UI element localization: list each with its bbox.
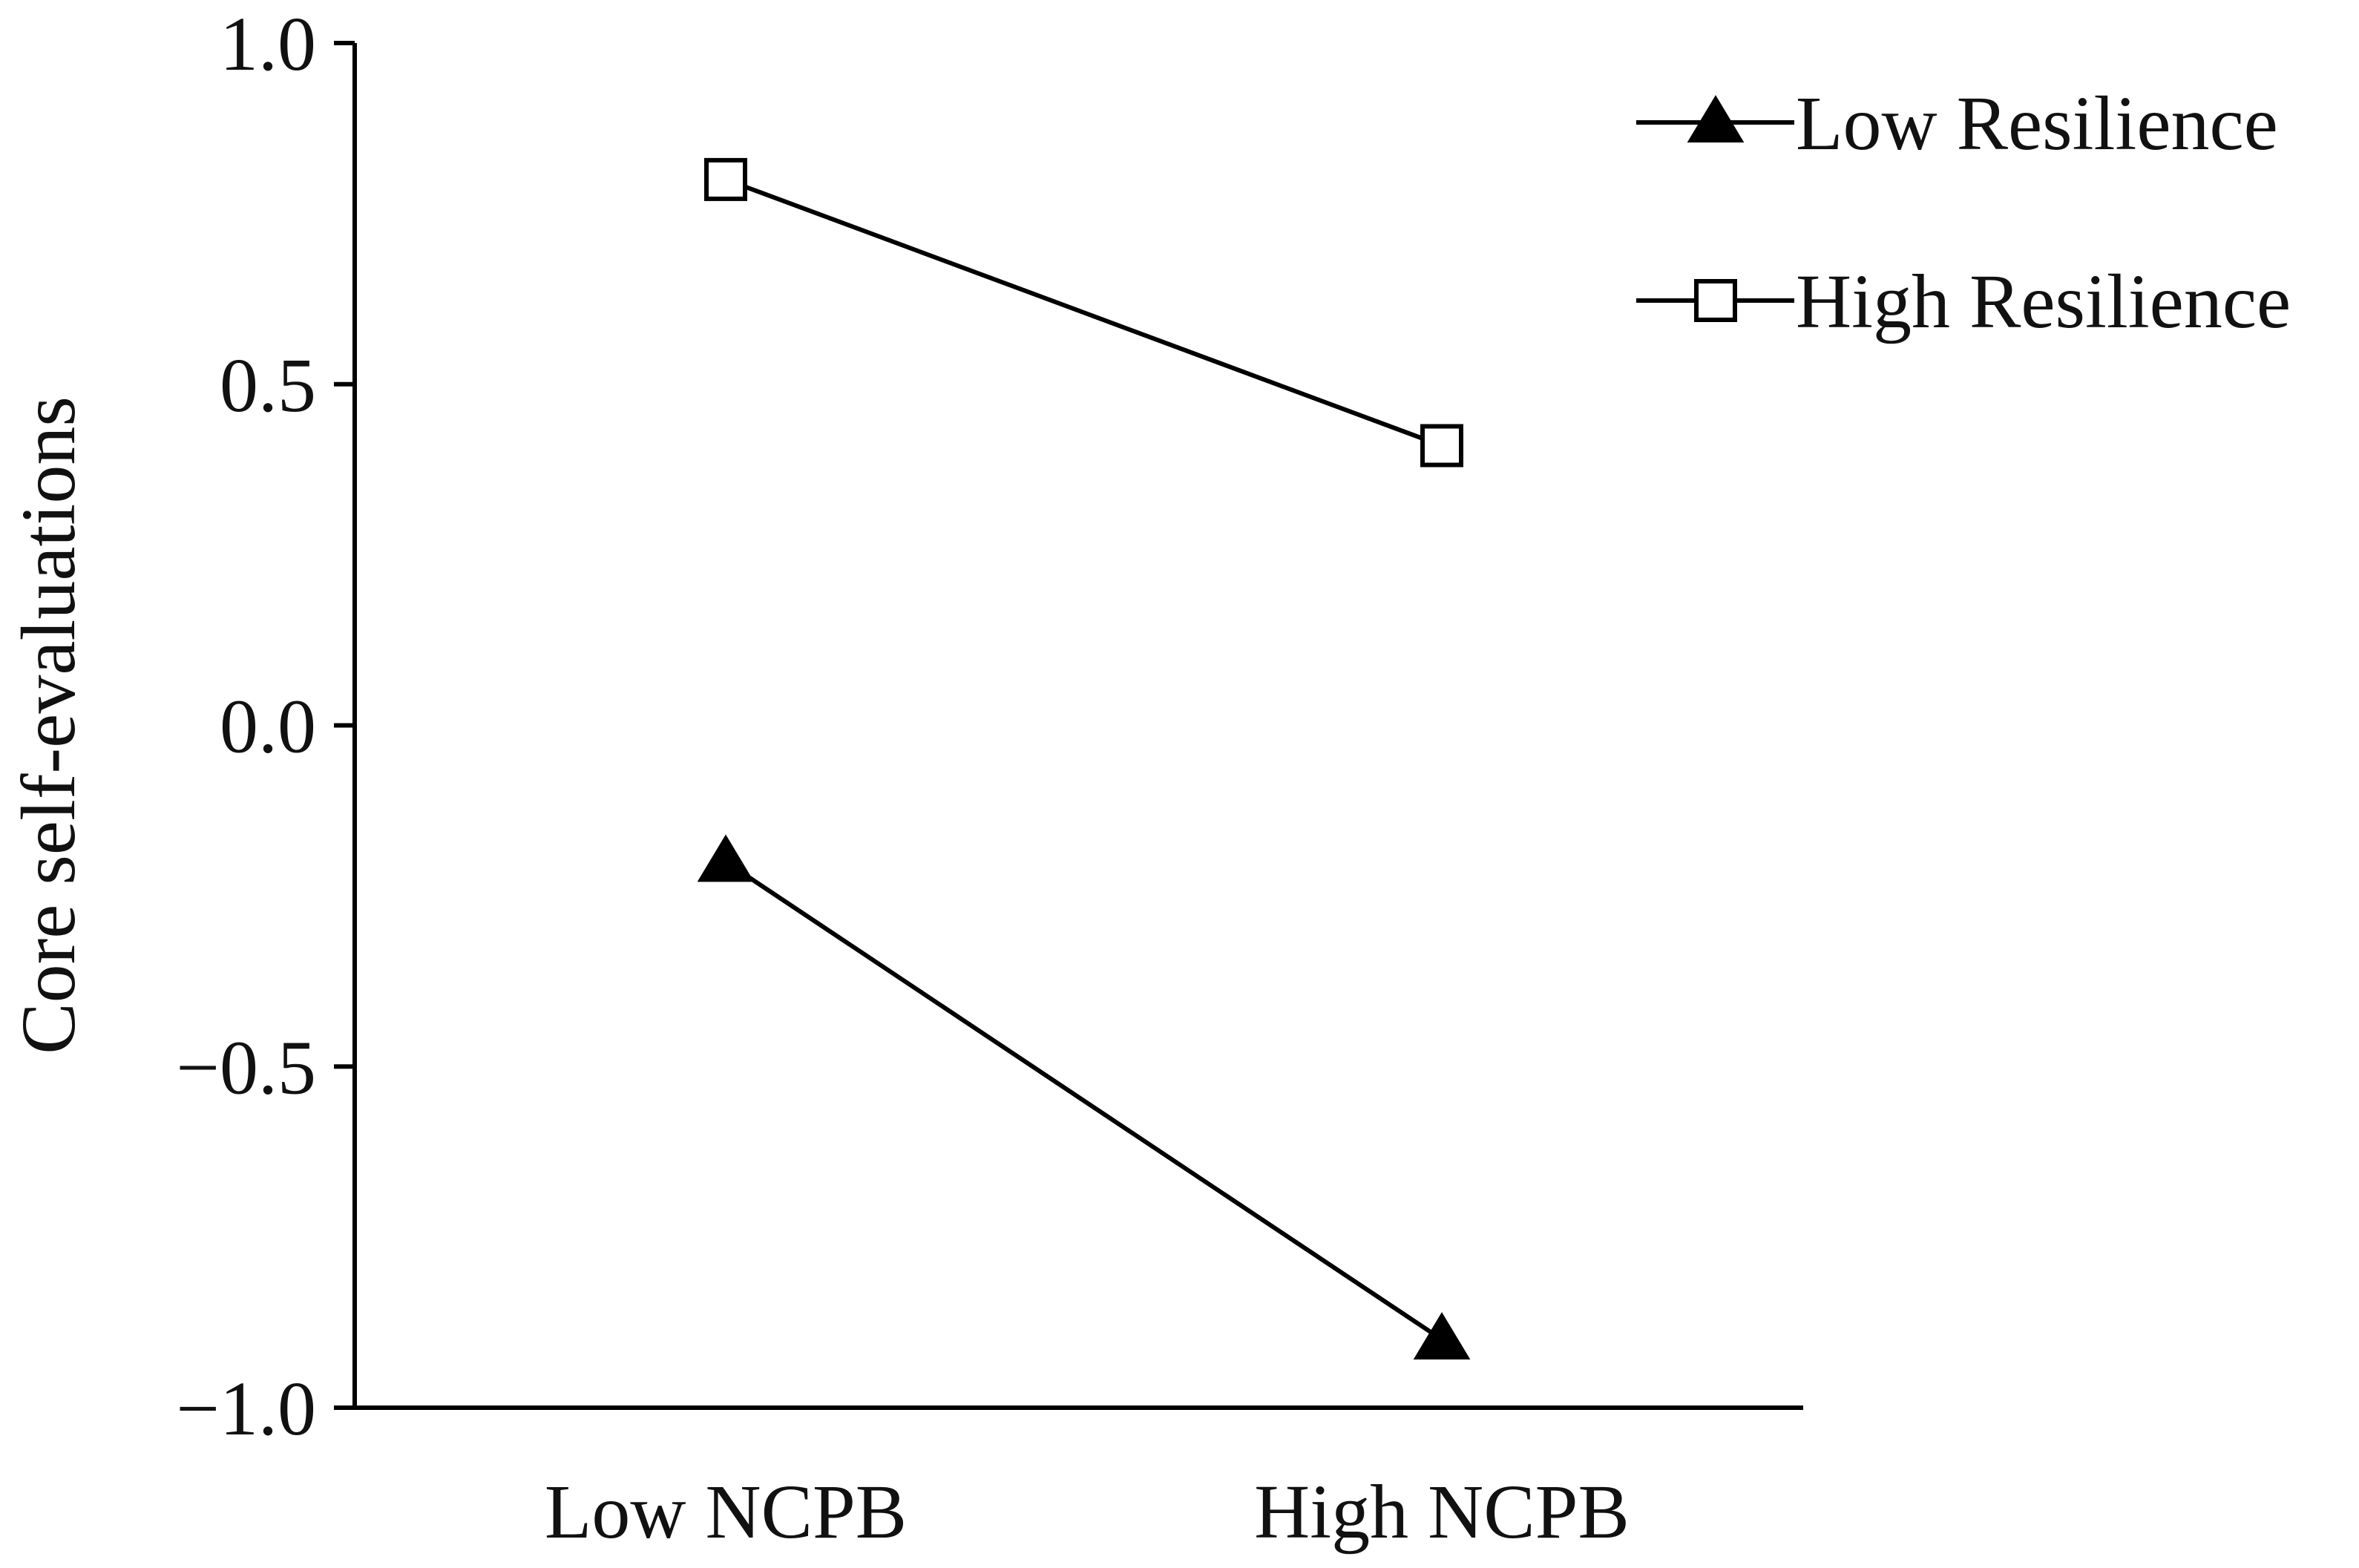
legend-marker [1687, 95, 1745, 142]
legend-marker [1694, 279, 1737, 322]
series-line [724, 859, 1443, 1342]
legend-entry: High Resilience [1636, 259, 2291, 344]
data-point [1413, 1312, 1471, 1360]
y-tick-label: 1.0 [220, 1, 316, 87]
series-low-resilience [697, 834, 1471, 1360]
x-tick-label: High NCPB [1254, 1469, 1630, 1555]
y-axis-title: Core self-evaluations [6, 396, 91, 1054]
x-ticks: Low NCPB High NCPB [545, 1469, 1630, 1555]
data-point [704, 157, 747, 201]
series-high-resilience [704, 157, 1463, 468]
legend-entry: Low Resilience [1636, 81, 2278, 166]
y-tick-label: 0.5 [220, 343, 316, 428]
y-ticks: 1.0 0.5 0.0 −0.5 −1.0 [176, 1, 355, 1451]
series-layer [697, 157, 1471, 1360]
x-tick-label: Low NCPB [545, 1469, 907, 1555]
legend-label: Low Resilience [1796, 81, 2278, 166]
data-point [1420, 424, 1463, 468]
y-tick-label: 0.0 [220, 684, 316, 770]
axes [352, 43, 1803, 1410]
data-point [697, 834, 755, 882]
y-tick-label: −0.5 [176, 1025, 316, 1110]
series-line [724, 177, 1443, 448]
legend-label: High Resilience [1796, 259, 2291, 344]
legend: Low Resilience High Resilience [1636, 81, 2291, 344]
y-tick-label: −1.0 [176, 1366, 316, 1451]
